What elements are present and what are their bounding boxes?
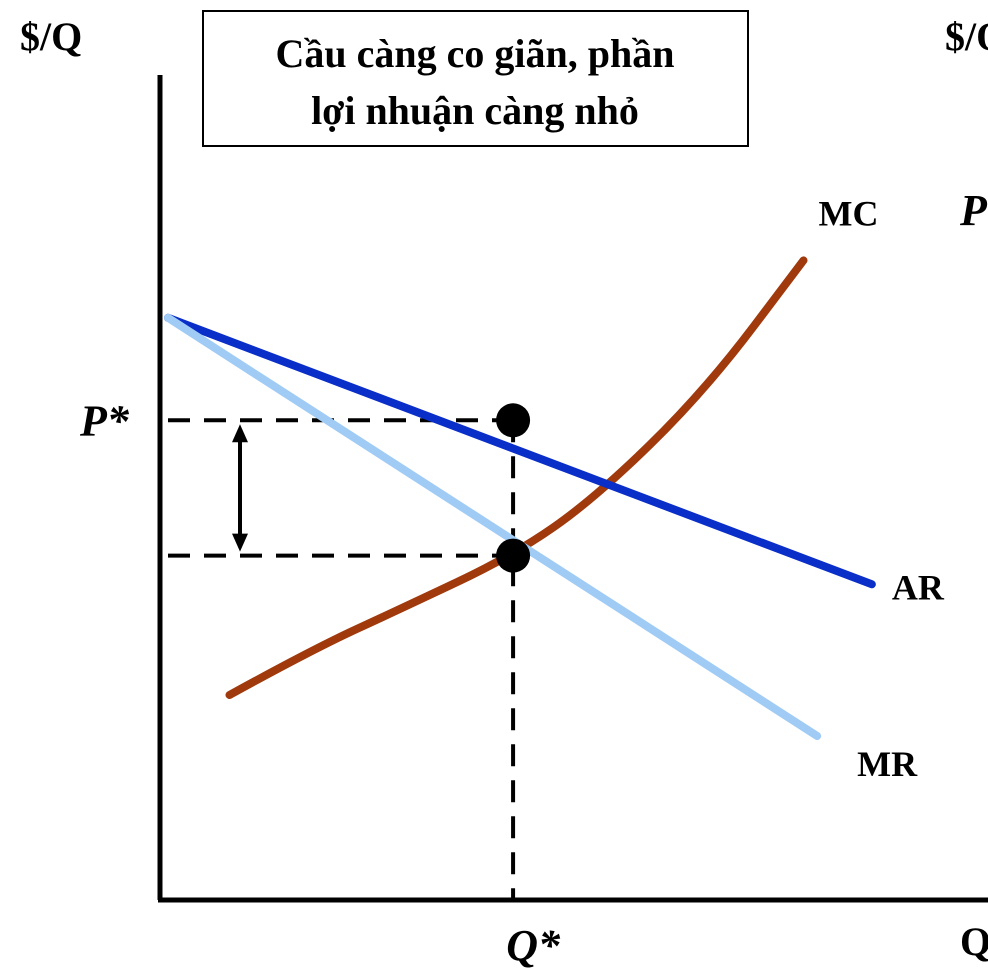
mc-mr-intersection-point: [496, 538, 531, 573]
q-star-label: Q*: [506, 921, 561, 970]
p-star-label: P*: [79, 396, 130, 445]
arrow-head-up: [232, 424, 248, 443]
right-panel-price-label: P: [959, 186, 988, 235]
p-star-point: [496, 403, 531, 438]
series-group: MC AR MR: [164, 193, 945, 784]
x-axis-label: Q: [960, 919, 988, 964]
series-line-mr: [164, 313, 822, 740]
title-line-1: Cầu càng co giãn, phần: [276, 31, 675, 76]
series-line-mc: [225, 256, 808, 699]
title-line-2: lợi nhuận càng nhỏ: [311, 88, 639, 133]
series-label-mr: MR: [857, 744, 918, 784]
right-panel-y-label: $/Q: [945, 14, 988, 59]
arrow-head-down: [232, 533, 248, 552]
series-label-mc: MC: [819, 193, 879, 233]
y-axis-label: $/Q: [20, 14, 82, 59]
title-box: [202, 10, 749, 147]
series-line-ar: [164, 313, 876, 589]
series-label-ar: AR: [892, 567, 945, 607]
